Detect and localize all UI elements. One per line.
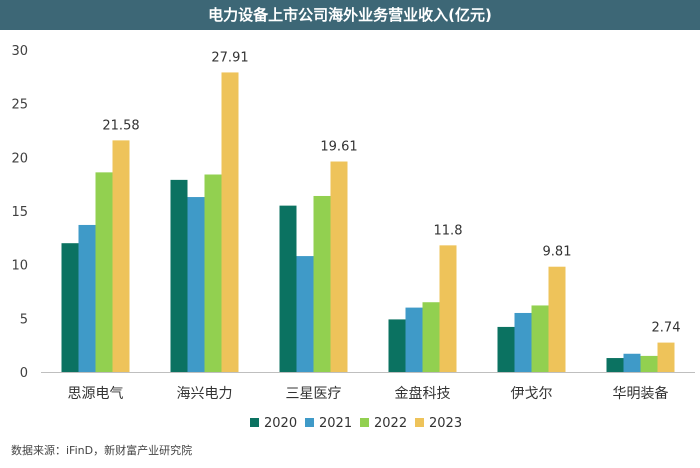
bar-2022-思源电气 [95,172,113,372]
category-label: 海兴电力 [177,386,233,402]
legend-swatch-2021 [305,418,314,427]
bar-2022-伊戈尔 [531,305,549,372]
data-label: 19.61 [320,140,357,155]
data-label: 11.8 [434,223,463,238]
category-label: 伊戈尔 [511,386,553,402]
bar-2022-华明装备 [640,355,658,372]
y-tick-label: 20 [11,151,28,166]
bar-2023-海兴电力 [221,72,239,372]
legend-swatch-2022 [360,418,369,427]
bar-2021-海兴电力 [187,197,205,372]
category-label: 金盘科技 [395,385,451,402]
legend-swatch-2023 [415,418,424,427]
bar-2021-金盘科技 [405,307,423,372]
legend-label: 2023 [429,416,462,431]
source-note: 数据来源：iFinD，新财富产业研究院 [11,444,193,457]
bar-chart: 0 5 10 15 20 25 30 21.58 27.91 19.61 11.8 9.81 2.74 思… [11,44,695,431]
y-tick-label: 15 [11,205,28,220]
y-tick-label: 10 [11,259,28,274]
bar-2022-海兴电力 [204,174,222,372]
legend-label: 2021 [319,416,352,431]
bar-2021-伊戈尔 [514,312,532,372]
y-tick-label: 0 [20,366,28,381]
bar-2022-三星医疗 [313,195,331,372]
bar-2020-金盘科技 [388,319,406,372]
category-label: 华明装备 [613,385,669,402]
bar-2020-思源电气 [61,243,79,372]
bar-2021-华明装备 [623,353,641,372]
y-tick-label: 25 [11,98,28,113]
bar-2022-金盘科技 [422,302,440,372]
bar-2020-伊戈尔 [497,326,515,372]
data-label: 27.91 [211,50,248,65]
bar-2023-华明装备 [657,342,675,372]
y-tick-label: 5 [20,312,28,327]
data-label: 2.74 [652,321,681,336]
legend-label: 2020 [264,416,297,431]
legend-label: 2022 [374,416,407,431]
bar-2023-伊戈尔 [548,266,566,372]
legend-swatch-2020 [250,418,259,427]
bar-2020-华明装备 [606,358,624,372]
bar-2020-三星医疗 [279,205,297,372]
data-label: 21.58 [102,118,139,133]
data-label: 9.81 [543,245,572,260]
bar-2023-三星医疗 [330,161,348,372]
category-label: 思源电气 [68,386,124,402]
category-label: 三星医疗 [286,386,342,402]
chart-title: 电力设备上市公司海外业务营业收入(亿元) [0,0,700,30]
bar-2021-三星医疗 [296,256,314,372]
y-tick-label: 30 [11,44,28,59]
bar-2020-海兴电力 [170,179,188,372]
bar-2021-思源电气 [78,224,96,372]
bar-2023-思源电气 [112,140,130,372]
bar-2023-金盘科技 [439,245,457,372]
